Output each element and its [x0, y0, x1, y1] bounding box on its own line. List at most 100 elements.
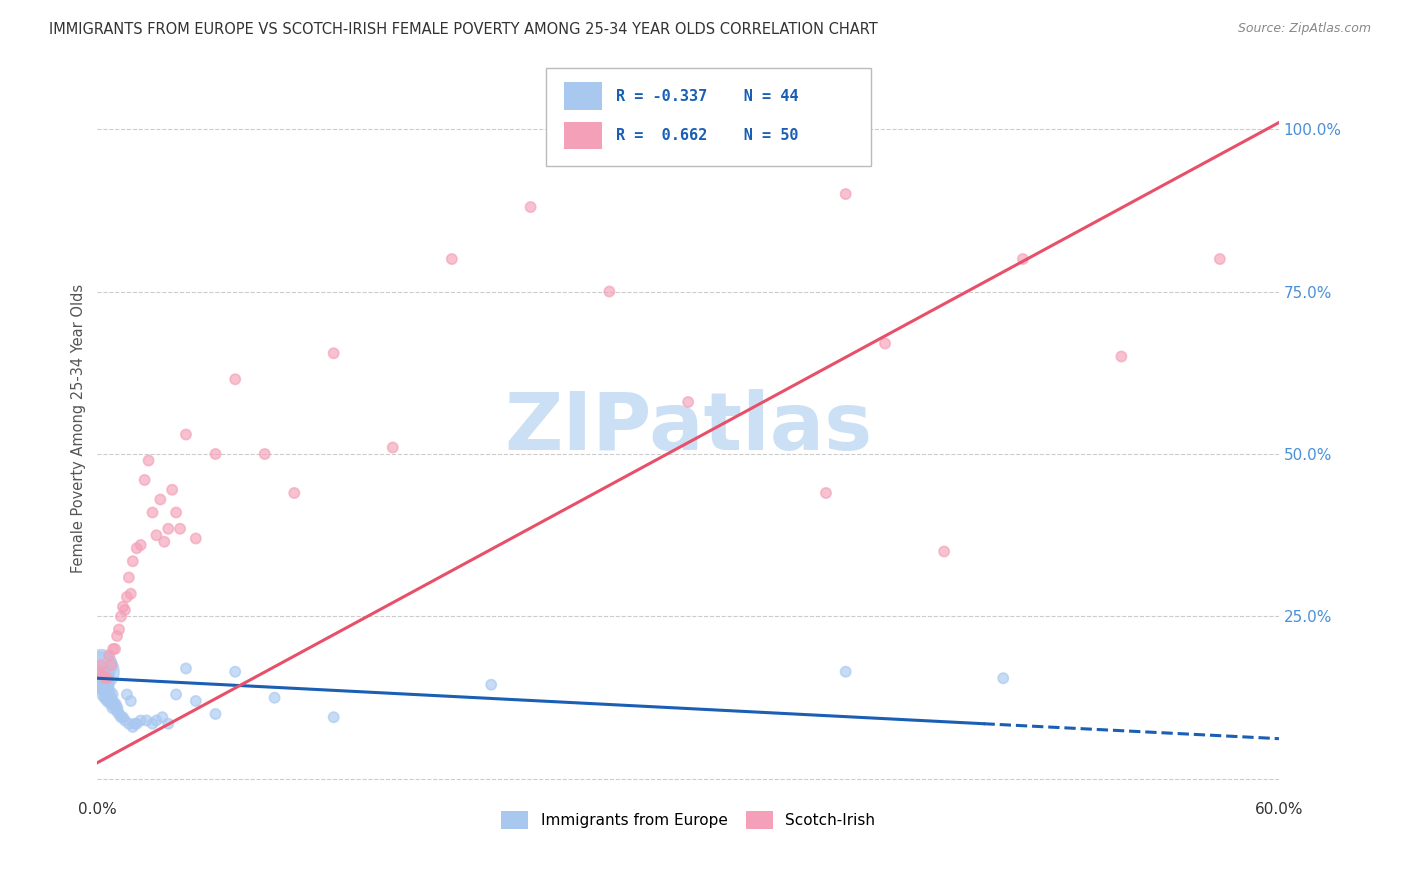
Point — [184, 532, 207, 546]
Point — [94, 688, 117, 702]
Point — [121, 554, 143, 568]
Point — [129, 538, 152, 552]
Point — [100, 658, 122, 673]
Point — [381, 441, 404, 455]
Point — [105, 700, 128, 714]
Text: R = -0.337    N = 44: R = -0.337 N = 44 — [616, 88, 799, 103]
Y-axis label: Female Poverty Among 25-34 Year Olds: Female Poverty Among 25-34 Year Olds — [72, 284, 86, 573]
Point — [104, 642, 127, 657]
Point — [150, 710, 173, 724]
Point — [755, 109, 778, 123]
Point — [91, 671, 114, 685]
Point — [121, 720, 143, 734]
Point — [165, 688, 187, 702]
Point — [322, 346, 344, 360]
Point — [125, 716, 148, 731]
Point — [169, 522, 191, 536]
Point — [174, 661, 197, 675]
Point — [96, 690, 118, 705]
Point — [322, 710, 344, 724]
Point — [519, 200, 541, 214]
Point — [114, 603, 136, 617]
Legend: Immigrants from Europe, Scotch-Irish: Immigrants from Europe, Scotch-Irish — [495, 805, 882, 835]
Point — [115, 688, 138, 702]
Text: ZIPatlas: ZIPatlas — [503, 389, 872, 467]
Point — [479, 678, 502, 692]
Point — [598, 285, 620, 299]
Point — [98, 690, 121, 705]
Point — [834, 665, 856, 679]
Point — [129, 714, 152, 728]
Point — [157, 716, 180, 731]
Point — [94, 671, 117, 685]
Point — [873, 336, 896, 351]
Point — [89, 665, 111, 679]
Point — [1209, 252, 1232, 266]
FancyBboxPatch shape — [564, 121, 602, 149]
Point — [224, 665, 246, 679]
Point — [120, 587, 142, 601]
Point — [283, 486, 305, 500]
Point — [114, 714, 136, 728]
Point — [101, 642, 124, 657]
Point — [94, 681, 117, 695]
Point — [100, 694, 122, 708]
Point — [124, 716, 146, 731]
Point — [160, 483, 183, 497]
Point — [115, 590, 138, 604]
Point — [90, 674, 112, 689]
Point — [120, 694, 142, 708]
Point — [101, 697, 124, 711]
Point — [98, 648, 121, 663]
Point — [91, 678, 114, 692]
Point — [1012, 252, 1035, 266]
Point — [118, 716, 141, 731]
Point — [90, 658, 112, 673]
Point — [110, 609, 132, 624]
Point — [125, 541, 148, 556]
Point — [165, 506, 187, 520]
Point — [141, 506, 163, 520]
Text: Source: ZipAtlas.com: Source: ZipAtlas.com — [1237, 22, 1371, 36]
Point — [814, 486, 837, 500]
Point — [145, 528, 167, 542]
Point — [96, 671, 118, 685]
Point — [111, 710, 134, 724]
FancyBboxPatch shape — [547, 68, 872, 166]
Point — [993, 671, 1015, 685]
Point — [440, 252, 463, 266]
Point — [101, 700, 124, 714]
Point — [263, 690, 285, 705]
Point — [111, 599, 134, 614]
Point — [108, 706, 131, 721]
Point — [204, 706, 226, 721]
Point — [91, 668, 114, 682]
Point — [174, 427, 197, 442]
Point — [138, 453, 160, 467]
Point — [253, 447, 276, 461]
Point — [118, 570, 141, 584]
Point — [134, 473, 156, 487]
Point — [145, 714, 167, 728]
Text: R =  0.662    N = 50: R = 0.662 N = 50 — [616, 128, 799, 143]
Point — [90, 658, 112, 673]
Point — [105, 629, 128, 643]
Point — [149, 492, 172, 507]
Point — [108, 623, 131, 637]
Point — [676, 395, 699, 409]
Point — [184, 694, 207, 708]
Point — [110, 710, 132, 724]
Point — [834, 187, 856, 202]
Point — [100, 688, 122, 702]
Point — [89, 665, 111, 679]
Point — [96, 688, 118, 702]
Point — [104, 697, 127, 711]
Point — [98, 694, 121, 708]
Point — [934, 544, 956, 558]
Point — [1111, 350, 1133, 364]
FancyBboxPatch shape — [564, 82, 602, 110]
Point — [157, 522, 180, 536]
Point — [224, 372, 246, 386]
Point — [141, 716, 163, 731]
Point — [135, 714, 157, 728]
